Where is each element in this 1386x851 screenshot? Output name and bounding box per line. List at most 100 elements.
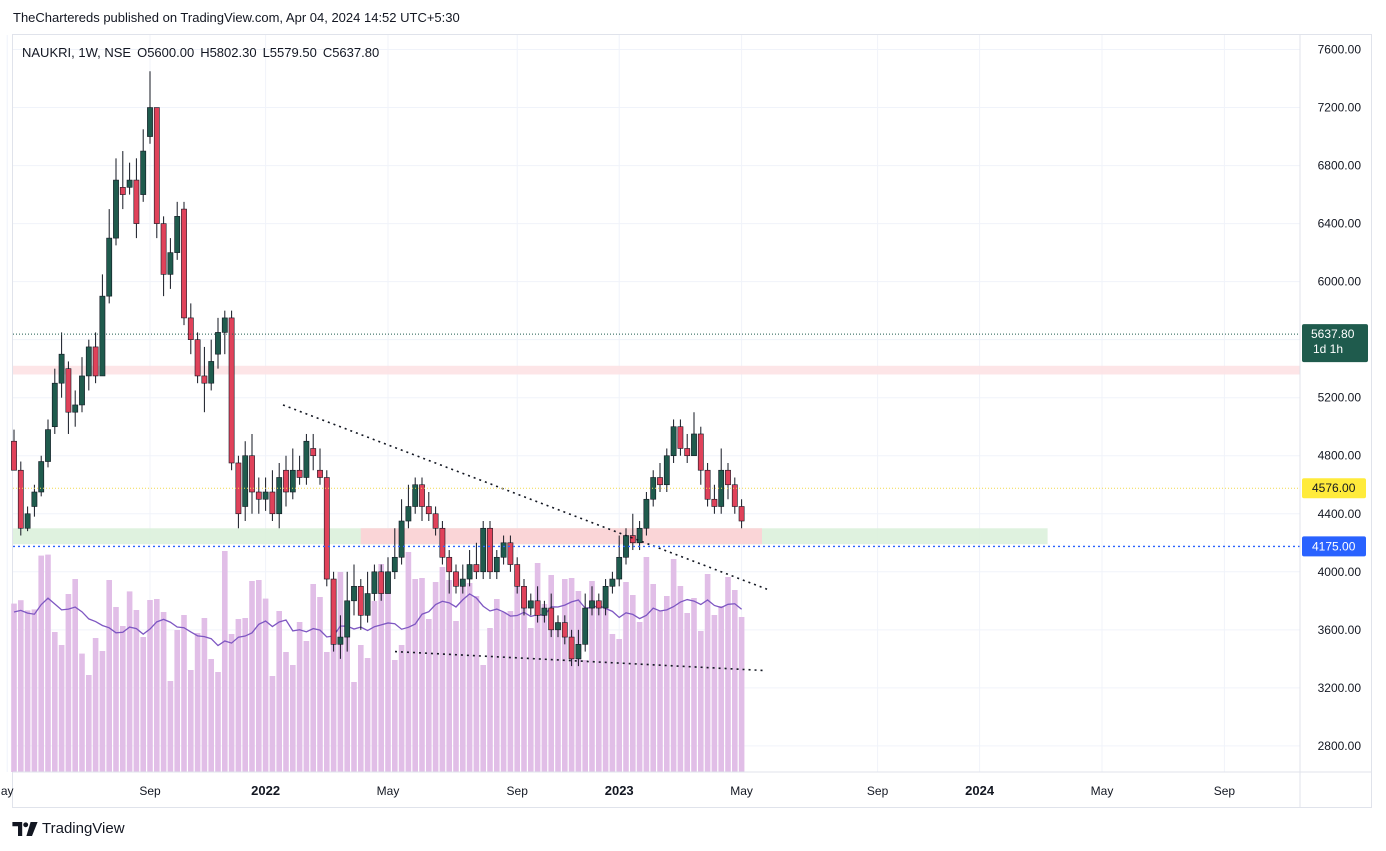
- volume-bar: [11, 603, 17, 772]
- candle-body: [344, 600, 351, 638]
- volume-bar: [38, 555, 44, 772]
- candle-body: [221, 317, 228, 333]
- candle-body: [317, 469, 323, 478]
- candle-body: [371, 571, 378, 594]
- candle-body: [636, 527, 643, 544]
- candle-body: [385, 571, 391, 594]
- resistance-zone: [13, 365, 1300, 375]
- volume-bar: [154, 599, 160, 772]
- candle-body: [459, 578, 466, 587]
- volume-bar: [160, 612, 167, 772]
- candle-body: [194, 339, 201, 377]
- volume-bar: [528, 628, 534, 772]
- volume-bar: [568, 578, 575, 772]
- candle-body: [276, 477, 283, 515]
- candle-body: [99, 295, 106, 377]
- volume-bar: [113, 607, 119, 772]
- candle-body: [228, 317, 235, 464]
- volume-bar: [691, 598, 697, 772]
- x-tick-label: Sep: [867, 784, 889, 798]
- candle-body: [480, 527, 487, 573]
- candle-body: [262, 491, 269, 500]
- volume-bar: [52, 632, 58, 772]
- volume-bar: [45, 554, 51, 772]
- y-tick-label: 7200.00: [1318, 101, 1362, 115]
- volume-bar: [412, 579, 418, 772]
- legend-open: O5600.00: [137, 45, 195, 60]
- candle-body: [473, 564, 480, 573]
- y-tick-label: 6800.00: [1318, 159, 1362, 173]
- volume-bar: [385, 577, 391, 772]
- current-price-value: 5637.80: [1311, 327, 1355, 341]
- volume-bar: [711, 615, 718, 772]
- candle-body: [31, 491, 38, 507]
- volume-bar: [58, 645, 65, 772]
- candle-body: [731, 484, 738, 507]
- volume-bar: [609, 634, 616, 772]
- volume-bar: [364, 658, 371, 772]
- volume-bar: [351, 682, 357, 772]
- tradingview-footer[interactable]: TradingView: [12, 820, 125, 837]
- chart-frame: [12, 34, 1372, 808]
- volume-bar: [222, 551, 228, 772]
- candle-body: [45, 429, 51, 462]
- volume-bar: [317, 597, 323, 772]
- candle-body: [289, 469, 296, 493]
- volume-bar: [133, 610, 140, 772]
- volume-bar: [208, 659, 214, 772]
- x-tick-label: ay: [1, 784, 14, 798]
- candle-body: [589, 600, 595, 609]
- volume-bar: [228, 634, 235, 772]
- volume-bar: [677, 586, 684, 772]
- volume-bar: [664, 596, 670, 772]
- candle-series: [11, 71, 745, 667]
- candle-body: [85, 346, 92, 377]
- volume-bar: [453, 621, 459, 772]
- volume-bar: [72, 579, 78, 772]
- candle-body: [446, 556, 453, 573]
- volume-bar: [120, 626, 126, 772]
- candle-body: [242, 455, 249, 507]
- candle-body: [79, 375, 85, 406]
- candle-body: [269, 491, 276, 515]
- candle-body: [507, 542, 514, 565]
- candle-body: [65, 368, 72, 413]
- x-tick-label: 2022: [251, 783, 280, 798]
- volume-bar: [303, 641, 310, 772]
- volume-bar: [460, 584, 466, 772]
- candle-body: [527, 600, 534, 609]
- volume-bar: [582, 660, 588, 772]
- y-tick-label: 4000.00: [1318, 565, 1362, 579]
- candle-body: [201, 375, 208, 384]
- candle-body: [296, 469, 303, 478]
- candle-body: [364, 593, 371, 616]
- current-price-tag: [1302, 324, 1368, 363]
- candle-body: [337, 636, 344, 645]
- y-tick-label: 2800.00: [1318, 739, 1362, 753]
- volume-bar: [732, 590, 738, 772]
- volume-bar: [473, 596, 480, 772]
- volume-bar: [242, 618, 248, 772]
- tradingview-brand: TradingView: [42, 820, 125, 837]
- blue-price-tag: [1302, 536, 1366, 557]
- y-tick-label: 4400.00: [1318, 507, 1362, 521]
- candle-body: [310, 448, 317, 457]
- volume-bar: [324, 652, 330, 772]
- candle-body: [357, 585, 364, 616]
- volume-bar: [249, 581, 255, 772]
- y-tick-label: 7600.00: [1318, 43, 1362, 57]
- volume-bar: [174, 630, 180, 772]
- legend-low: L5579.50: [262, 45, 317, 60]
- candle-body: [595, 600, 602, 609]
- candle-body: [677, 426, 684, 449]
- x-tick-label: 2024: [965, 783, 995, 798]
- support-zone-red: [360, 528, 762, 545]
- candle-body: [555, 622, 561, 631]
- candle-body: [330, 578, 337, 645]
- volume-bar: [24, 610, 31, 772]
- volume-bar: [684, 613, 690, 772]
- volume-bar: [602, 593, 609, 772]
- volume-bar: [86, 675, 92, 772]
- yellow-price-value: 4576.00: [1312, 481, 1356, 495]
